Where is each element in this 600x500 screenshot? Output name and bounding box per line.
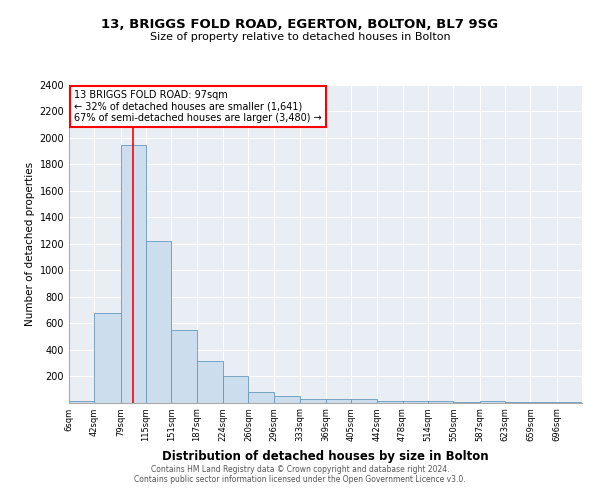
Bar xyxy=(69,401,94,402)
Bar xyxy=(300,398,325,402)
Bar xyxy=(403,401,428,402)
Bar xyxy=(479,400,505,402)
Bar xyxy=(223,376,248,402)
Text: Size of property relative to detached houses in Bolton: Size of property relative to detached ho… xyxy=(149,32,451,42)
Bar xyxy=(121,144,146,402)
Bar xyxy=(377,400,403,402)
Text: 13 BRIGGS FOLD ROAD: 97sqm
← 32% of detached houses are smaller (1,641)
67% of s: 13 BRIGGS FOLD ROAD: 97sqm ← 32% of deta… xyxy=(74,90,322,123)
Bar xyxy=(197,362,223,403)
Text: 13, BRIGGS FOLD ROAD, EGERTON, BOLTON, BL7 9SG: 13, BRIGGS FOLD ROAD, EGERTON, BOLTON, B… xyxy=(101,18,499,30)
X-axis label: Distribution of detached houses by size in Bolton: Distribution of detached houses by size … xyxy=(162,450,489,462)
Bar xyxy=(248,392,274,402)
Bar xyxy=(325,399,351,402)
Text: Contains public sector information licensed under the Open Government Licence v3: Contains public sector information licen… xyxy=(134,475,466,484)
Text: Contains HM Land Registry data © Crown copyright and database right 2024.: Contains HM Land Registry data © Crown c… xyxy=(151,465,449,474)
Bar xyxy=(428,401,454,402)
Bar xyxy=(94,312,121,402)
Bar xyxy=(351,399,377,402)
Bar xyxy=(146,241,172,402)
Y-axis label: Number of detached properties: Number of detached properties xyxy=(25,162,35,326)
Bar xyxy=(172,330,197,402)
Bar xyxy=(274,396,300,402)
